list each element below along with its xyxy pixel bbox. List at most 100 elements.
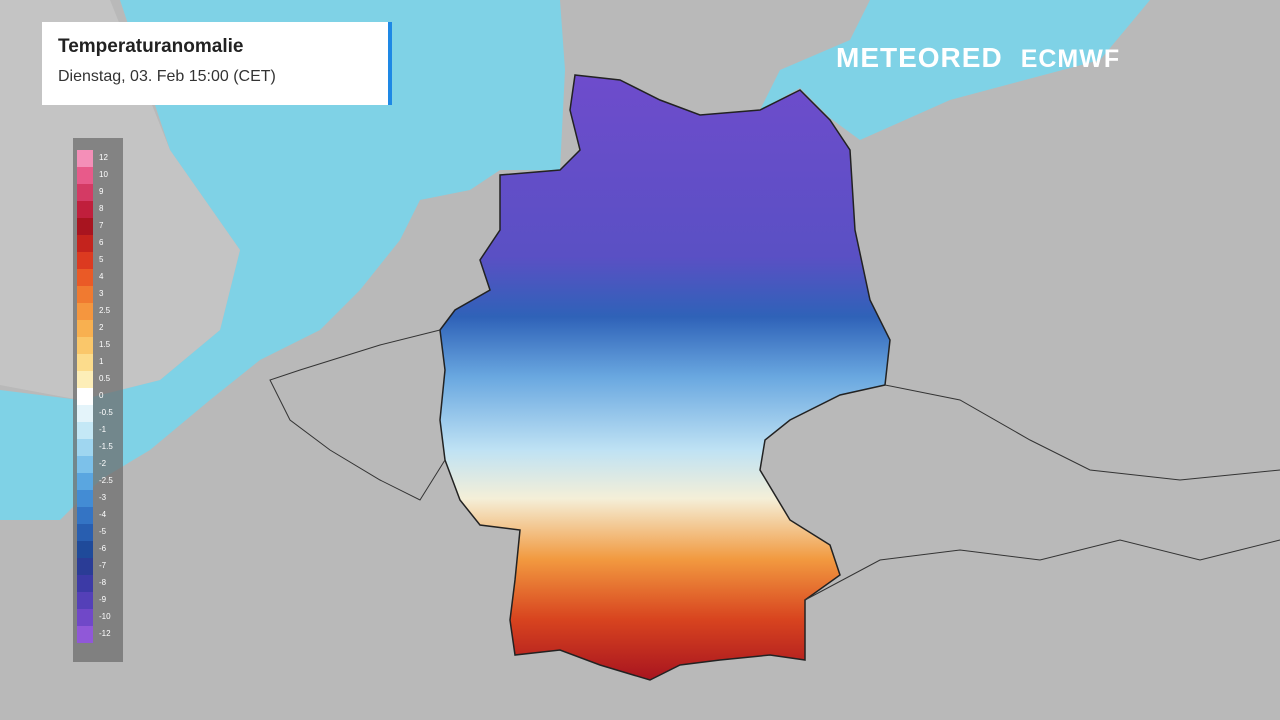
legend-swatch <box>77 184 93 201</box>
legend-label: -4 <box>99 510 107 519</box>
legend-entry: 2 <box>77 320 121 337</box>
legend-label: 12 <box>99 153 108 162</box>
legend-swatch <box>77 320 93 337</box>
legend: 12 10 9 8 7 6 5 4 3 2.5 2 1.5 1 0.5 0 -0.5 -1 -1.5 -2 -2.5 -… <box>73 138 123 662</box>
legend-entry: 5 <box>77 252 121 269</box>
title-box: Temperaturanomalie Dienstag, 03. Feb 15:… <box>42 22 392 105</box>
legend-swatch <box>77 456 93 473</box>
legend-label: 8 <box>99 204 104 213</box>
legend-entry: -2.5 <box>77 473 121 490</box>
legend-label: -1.5 <box>99 442 113 451</box>
legend-label: -3 <box>99 493 107 502</box>
legend-swatch <box>77 286 93 303</box>
legend-swatch <box>77 541 93 558</box>
legend-entry: -5 <box>77 524 121 541</box>
legend-swatch <box>77 388 93 405</box>
borders <box>269 329 446 501</box>
north-sea <box>0 0 565 520</box>
legend-swatch <box>77 201 93 218</box>
legend-label: 2 <box>99 323 104 332</box>
legend-label: 1 <box>99 357 104 366</box>
legend-swatch <box>77 592 93 609</box>
legend-entry: 6 <box>77 235 121 252</box>
legend-swatch <box>77 167 93 184</box>
legend-entry: 1.5 <box>77 337 121 354</box>
legend-swatch <box>77 575 93 592</box>
legend-entry: -4 <box>77 507 121 524</box>
legend-entry: 2.5 <box>77 303 121 320</box>
legend-label: -9 <box>99 595 107 604</box>
legend-swatch <box>77 405 93 422</box>
legend-label: -12 <box>99 629 111 638</box>
borders <box>804 539 1280 601</box>
legend-label: -0.5 <box>99 408 113 417</box>
logo: ECMWF <box>1020 45 1121 73</box>
legend-entry: -7 <box>77 558 121 575</box>
legend-label: 10 <box>99 170 108 179</box>
logo: METEORED <box>836 42 1003 73</box>
legend-swatch <box>77 422 93 439</box>
legend-label: 5 <box>99 255 104 264</box>
legend-label: 3 <box>99 289 104 298</box>
legend-swatch <box>77 609 93 626</box>
legend-swatch <box>77 490 93 507</box>
legend-entry: -1.5 <box>77 439 121 456</box>
legend-swatch <box>77 269 93 286</box>
legend-label: -7 <box>99 561 107 570</box>
legend-label: -1 <box>99 425 107 434</box>
legend-label: 2.5 <box>99 306 111 315</box>
legend-swatch <box>77 218 93 235</box>
legend-swatch <box>77 558 93 575</box>
legend-entry: 4 <box>77 269 121 286</box>
legend-label: 6 <box>99 238 104 247</box>
legend-swatch <box>77 235 93 252</box>
legend-label: 0 <box>99 391 104 400</box>
legend-label: -2 <box>99 459 107 468</box>
legend-label: 4 <box>99 272 104 281</box>
legend-swatch <box>77 303 93 320</box>
legend-entry: -9 <box>77 592 121 609</box>
legend-swatch <box>77 439 93 456</box>
legend-entry: -2 <box>77 456 121 473</box>
legend-label: -6 <box>99 544 107 553</box>
legend-label: 1.5 <box>99 340 111 349</box>
legend-entry: -12 <box>77 626 121 643</box>
title: Temperaturanomalie <box>58 36 244 57</box>
legend-entry: 3 <box>77 286 121 303</box>
legend-entry: -3 <box>77 490 121 507</box>
legend-label: 7 <box>99 221 104 230</box>
legend-entry: -1 <box>77 422 121 439</box>
germany <box>439 74 891 681</box>
baltic-sea <box>760 0 1150 140</box>
legend-swatch <box>77 371 93 388</box>
legend-swatch <box>77 252 93 269</box>
legend-entry: 0.5 <box>77 371 121 388</box>
legend-entry: 10 <box>77 167 121 184</box>
legend-entry: -10 <box>77 609 121 626</box>
legend-swatch <box>77 473 93 490</box>
legend-label: -5 <box>99 527 107 536</box>
legend-swatch <box>77 337 93 354</box>
legend-swatch <box>77 524 93 541</box>
legend-swatch <box>77 626 93 643</box>
legend-label: 0.5 <box>99 374 111 383</box>
subtitle: Dienstag, 03. Feb 15:00 (CET) <box>58 68 276 85</box>
legend-entry: -6 <box>77 541 121 558</box>
logos: METEORED ECMWF <box>836 42 1138 74</box>
legend-swatch <box>77 150 93 167</box>
legend-swatch <box>77 507 93 524</box>
legend-entry: -8 <box>77 575 121 592</box>
legend-entry: 0 <box>77 388 121 405</box>
legend-entry: 12 <box>77 150 121 167</box>
legend-entry: 7 <box>77 218 121 235</box>
legend-entry: 9 <box>77 184 121 201</box>
legend-entry: 8 <box>77 201 121 218</box>
legend-label: -2.5 <box>99 476 113 485</box>
legend-label: -8 <box>99 578 107 587</box>
legend-label: 9 <box>99 187 104 196</box>
legend-entry: 1 <box>77 354 121 371</box>
legend-swatch <box>77 354 93 371</box>
borders <box>884 384 1280 481</box>
